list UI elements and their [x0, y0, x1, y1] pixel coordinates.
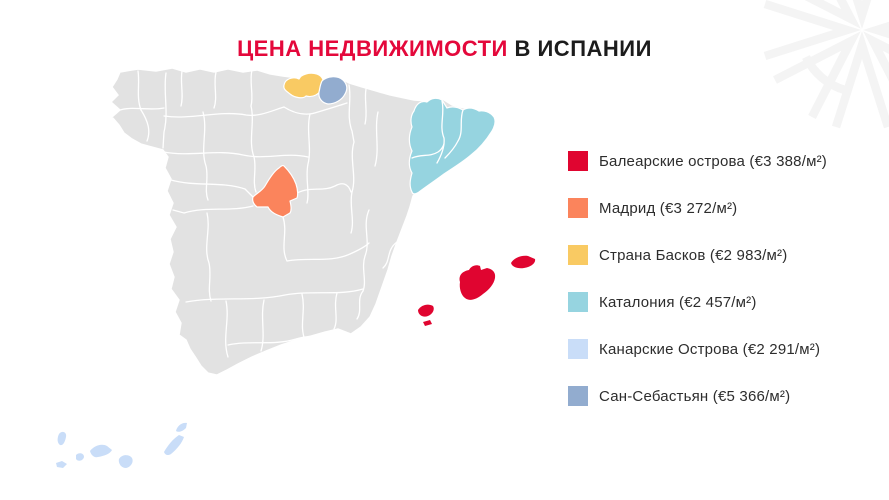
island-fuerteventura — [164, 435, 184, 456]
legend-label-basque-country: Страна Басков (€2 983/м²) — [599, 246, 788, 264]
title-highlight: ЦЕНА НЕДВИЖИМОСТИ — [237, 36, 508, 61]
legend-label-canary-islands: Канарские Острова (€2 291/м²) — [599, 340, 821, 358]
legend-label-catalonia: Каталония (€2 457/м²) — [599, 293, 757, 311]
legend-item-san-sebastian: Сан-Себастьян (€5 366/м²) — [568, 386, 827, 406]
legend: Балеарские острова (€3 388/м²) Мадрид (€… — [568, 151, 827, 406]
page-title: ЦЕНА НЕДВИЖИМОСТИ В ИСПАНИИ — [0, 36, 889, 62]
island-formentera — [423, 320, 432, 326]
island-gran-canaria — [118, 455, 133, 468]
legend-swatch-madrid — [568, 198, 588, 218]
island-el-hierro — [56, 461, 67, 468]
legend-swatch-basque-country — [568, 245, 588, 265]
island-la-gomera — [76, 453, 84, 461]
legend-swatch-canary-islands — [568, 339, 588, 359]
snowflake-logo-icon — [763, 0, 889, 129]
legend-item-madrid: Мадрид (€3 272/м²) — [568, 198, 827, 218]
island-tenerife — [90, 444, 112, 458]
legend-label-madrid: Мадрид (€3 272/м²) — [599, 199, 738, 217]
map-region-madrid — [252, 165, 299, 218]
catalonia-province-lines — [411, 100, 464, 164]
legend-swatch-san-sebastian — [568, 386, 588, 406]
title-rest: В ИСПАНИИ — [507, 36, 652, 61]
island-la-palma — [57, 431, 67, 446]
legend-label-san-sebastian: Сан-Себастьян (€5 366/м²) — [599, 387, 791, 405]
map-province-borders — [119, 69, 398, 358]
island-mallorca — [459, 265, 496, 300]
island-ibiza — [418, 304, 434, 317]
legend-item-catalonia: Каталония (€2 457/м²) — [568, 292, 827, 312]
legend-item-canary-islands: Канарские Острова (€2 291/м²) — [568, 339, 827, 359]
island-lanzarote — [176, 422, 187, 432]
map-region-balearic-islands — [418, 255, 536, 326]
map-region-canary-islands — [56, 422, 187, 468]
map-region-san-sebastian — [318, 76, 348, 105]
legend-swatch-catalonia — [568, 292, 588, 312]
legend-swatch-balearic-islands — [568, 151, 588, 171]
map-region-catalonia — [408, 97, 496, 195]
legend-item-balearic-islands: Балеарские острова (€3 388/м²) — [568, 151, 827, 171]
island-menorca — [511, 255, 536, 269]
legend-label-balearic-islands: Балеарские острова (€3 388/м²) — [599, 152, 827, 170]
legend-item-basque-country: Страна Басков (€2 983/м²) — [568, 245, 827, 265]
